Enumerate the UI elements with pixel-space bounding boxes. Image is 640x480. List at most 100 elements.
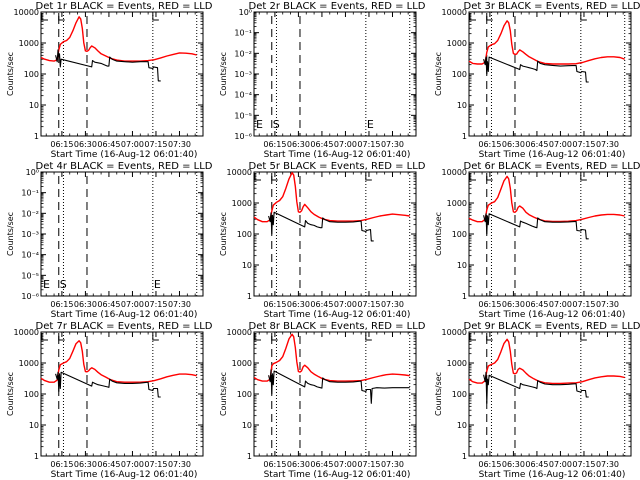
plot-frame [468, 171, 632, 297]
x-tick-label: 06:30 [502, 300, 525, 309]
y-tick-label: 1000 [19, 39, 39, 48]
x-tick-label: 07:00 [121, 140, 144, 149]
y-tick-label: 10000 [442, 168, 467, 177]
plot-frame [40, 11, 204, 137]
x-tick-label: 07:30 [168, 460, 191, 469]
event-label: E [367, 118, 374, 131]
y-tick-label: 1 [462, 452, 467, 461]
x-tick-label: 06:45 [97, 300, 120, 309]
plot-frame [253, 171, 417, 297]
y-tick-label: 10⁻⁶ [21, 292, 39, 301]
x-axis-label: Start Time (16-Aug-12 06:01:40) [264, 310, 411, 320]
x-tick-label: 06:15 [263, 140, 286, 149]
x-tick-label: 06:45 [310, 140, 333, 149]
x-tick-label: 06:30 [502, 460, 525, 469]
y-tick-label: 10⁻⁴ [234, 91, 252, 100]
panel-det-3r: Det 3r BLACK = Events, RED = LLD 1 10 100 10… [434, 1, 640, 160]
panel-det-8r: Det 8r BLACK = Events, RED = LLD 1 10 100 10… [219, 321, 426, 480]
y-tick-label: 10⁰ [26, 168, 39, 177]
y-axis-label: Counts/sec [434, 372, 443, 416]
y-tick-label: 10⁻² [21, 209, 39, 218]
y-tick-label: 1 [34, 452, 39, 461]
panel-title: Det 9r BLACK = Events, RED = LLD [464, 321, 640, 332]
y-tick-label: 10000 [442, 328, 467, 337]
y-tick-label: 1 [247, 292, 252, 301]
x-tick-label: 06:30 [287, 300, 310, 309]
x-tick-label: 06:45 [97, 140, 120, 149]
events-series-line [268, 369, 410, 404]
x-tick-label: 07:15 [144, 300, 167, 309]
y-tick-label: 100 [452, 70, 467, 79]
x-tick-label: 07:00 [549, 300, 572, 309]
y-tick-label: 10 [242, 261, 252, 270]
event-bracket-marker [580, 13, 587, 21]
lld-series-line [468, 338, 625, 385]
lld-series-line [468, 175, 625, 223]
x-tick-label: 07:00 [334, 300, 357, 309]
x-tick-label: 07:00 [121, 300, 144, 309]
x-tick-label: 06:30 [74, 300, 97, 309]
y-tick-label: 10⁻³ [21, 230, 39, 239]
y-tick-label: 10⁻³ [234, 70, 252, 79]
y-tick-label: 10000 [14, 328, 39, 337]
y-tick-label: 10 [457, 101, 467, 110]
y-tick-label: 100 [24, 390, 39, 399]
y-tick-label: 1 [462, 132, 467, 141]
y-tick-label: 1 [34, 132, 39, 141]
y-tick-label: 100 [237, 230, 252, 239]
plot-frame [253, 331, 417, 457]
event-bracket-marker [580, 173, 587, 181]
y-tick-label: 10 [29, 421, 39, 430]
y-tick-label: 1000 [447, 39, 467, 48]
y-tick-label: 10⁻⁶ [234, 132, 252, 141]
event-bracket-marker [152, 333, 159, 341]
event-bracket-marker [41, 333, 48, 341]
y-tick-label: 10⁻² [234, 49, 252, 58]
y-tick-label: 1000 [232, 199, 252, 208]
x-axis-label: Start Time (16-Aug-12 06:01:40) [51, 470, 198, 480]
y-axis-label: Counts/sec [434, 212, 443, 256]
x-axis-label: Start Time (16-Aug-12 06:01:40) [479, 310, 626, 320]
panel-title: Det 5r BLACK = Events, RED = LLD [249, 161, 426, 172]
y-axis-label: Counts/sec [6, 212, 15, 256]
lld-series-line [40, 340, 197, 383]
x-axis-label: Start Time (16-Aug-12 06:01:40) [264, 470, 411, 480]
events-series-line [268, 211, 374, 242]
event-bracket-marker [254, 333, 261, 341]
event-bracket-marker [365, 173, 372, 181]
x-tick-label: 06:45 [97, 460, 120, 469]
y-axis-label: Counts/sec [219, 212, 228, 256]
x-tick-label: 07:00 [334, 140, 357, 149]
x-tick-label: 07:15 [357, 460, 380, 469]
x-tick-label: 06:30 [74, 460, 97, 469]
event-bracket-marker [58, 13, 65, 21]
y-tick-label: 1 [247, 452, 252, 461]
panel-title: Det 6r BLACK = Events, RED = LLD [464, 161, 640, 172]
y-axis-label: Counts/sec [6, 52, 15, 96]
x-tick-label: 07:30 [381, 460, 404, 469]
y-axis-label: Counts/sec [6, 372, 15, 416]
events-series-line [55, 49, 161, 82]
x-axis-label: Start Time (16-Aug-12 06:01:40) [51, 150, 198, 160]
x-tick-label: 07:15 [357, 140, 380, 149]
panel-det-9r: Det 9r BLACK = Events, RED = LLD 1 10 100 10… [434, 321, 640, 480]
y-tick-label: 10⁻¹ [234, 29, 252, 38]
x-axis-label: Start Time (16-Aug-12 06:01:40) [51, 310, 198, 320]
x-tick-label: 07:00 [549, 460, 572, 469]
x-tick-label: 07:30 [596, 300, 619, 309]
x-tick-label: 06:15 [478, 140, 501, 149]
x-tick-label: 07:30 [381, 140, 404, 149]
event-bracket-marker [469, 173, 476, 181]
lld-series-line [253, 171, 410, 223]
y-tick-label: 1000 [232, 359, 252, 368]
x-tick-label: 07:15 [572, 460, 595, 469]
panel-title: Det 2r BLACK = Events, RED = LLD [249, 1, 426, 12]
x-tick-label: 06:15 [478, 460, 501, 469]
event-bracket-marker [580, 333, 587, 341]
event-bracket-marker [486, 173, 493, 181]
x-tick-label: 06:30 [287, 460, 310, 469]
panel-det-2r: Det 2r BLACK = Events, RED = LLD 10⁻⁶ 10⁻⁵… [219, 1, 426, 160]
y-tick-label: 10⁻⁴ [21, 251, 39, 260]
y-tick-label: 10 [457, 261, 467, 270]
events-series-line [483, 371, 589, 404]
